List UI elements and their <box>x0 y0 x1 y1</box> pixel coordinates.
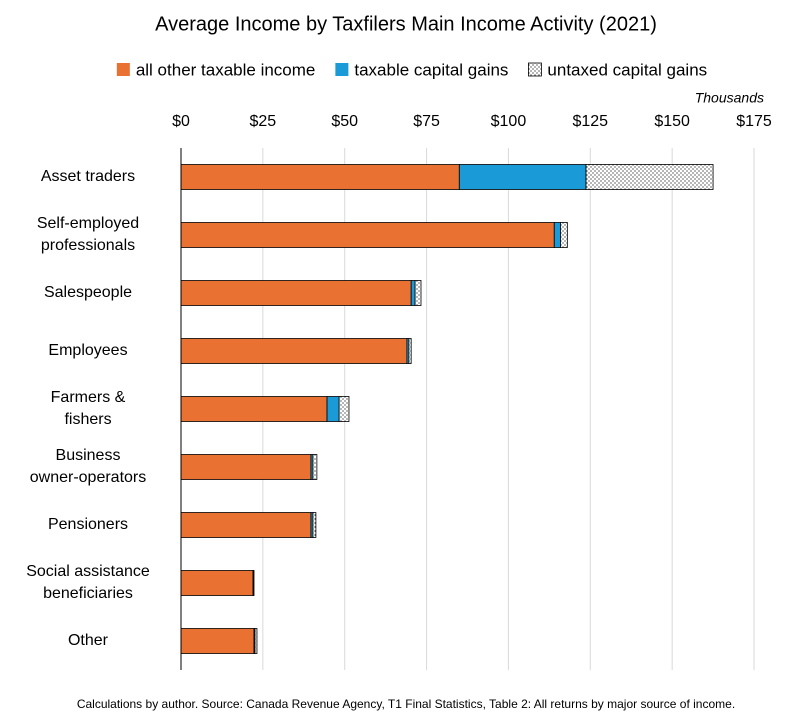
x-tick-label: $100 <box>491 113 527 130</box>
bar-segment <box>414 280 422 306</box>
bar-segment <box>180 338 408 364</box>
legend-swatch <box>335 63 349 76</box>
bar-segment <box>338 396 350 422</box>
bar-segment <box>410 280 416 306</box>
axis-label: Thousands <box>695 90 764 106</box>
y-tick-label: Salespeople <box>43 284 133 301</box>
y-tick-label: Pensioners <box>47 516 129 533</box>
bar-segment <box>312 454 318 480</box>
bar-segment <box>180 396 328 422</box>
bar-segment <box>180 222 555 248</box>
y-tick-label: Asset traders <box>40 168 136 185</box>
x-tick-label: $150 <box>654 113 690 130</box>
bar-segment <box>252 570 255 596</box>
bar-segment <box>180 454 312 480</box>
bar-segment <box>180 512 312 538</box>
chart-title: Average Income by Taxfilers Main Income … <box>155 13 657 35</box>
bar-segment <box>585 164 714 190</box>
bar-segment <box>553 222 561 248</box>
legend-label: untaxed capital gains <box>547 60 707 79</box>
bar-segment <box>458 164 587 190</box>
bar-segment <box>180 570 254 596</box>
bar-segment <box>312 512 317 538</box>
x-tick-label: $0 <box>172 113 190 130</box>
y-tick-label: Business owner-operators <box>29 447 147 486</box>
y-tick-label: Employees <box>48 342 128 359</box>
source-note: Calculations by author. Source: Canada R… <box>77 697 735 711</box>
bar-segment <box>560 222 568 248</box>
x-tick-label: $125 <box>572 113 608 130</box>
x-tick-label: $75 <box>413 113 440 130</box>
x-tick-label: $50 <box>331 113 358 130</box>
y-tick-label: Other <box>67 632 108 649</box>
x-tick-label: $175 <box>736 113 772 130</box>
legend-label: taxable capital gains <box>354 60 508 79</box>
bar-segment <box>254 628 258 654</box>
bar-segment <box>408 338 412 364</box>
bar-segment <box>180 280 412 306</box>
legend-label: all other taxable income <box>136 60 316 79</box>
bar-segment <box>180 164 460 190</box>
legend-swatch <box>116 63 130 76</box>
y-tick-label: Farmers & fishers <box>50 389 126 428</box>
x-tick-label: $25 <box>250 113 277 130</box>
y-tick-label: Self-employed professionals <box>36 215 140 254</box>
y-tick-label: Social assistance beneficiaries <box>26 563 150 602</box>
bar-segment <box>180 628 255 654</box>
bar-segment <box>326 396 340 422</box>
legend-swatch <box>528 62 542 77</box>
